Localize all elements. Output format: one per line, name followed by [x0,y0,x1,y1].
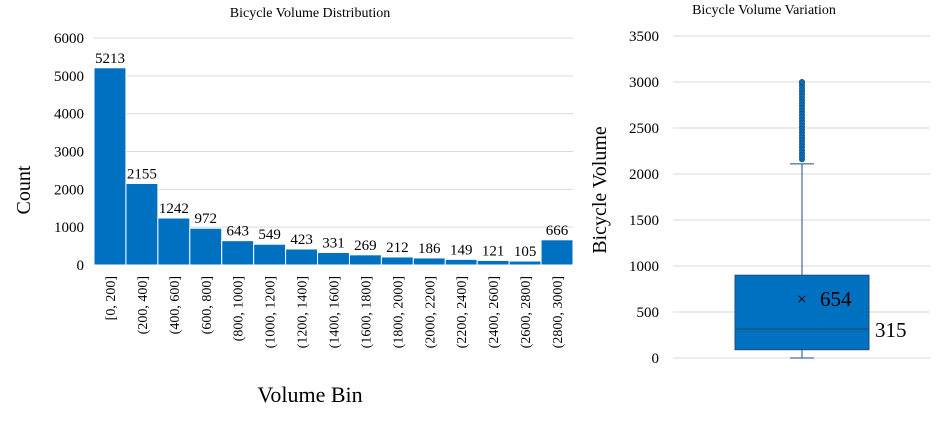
boxplot-median-label: 315 [875,318,907,342]
histogram-x-tick-label: (2000, 2200] [423,276,438,348]
histogram-value-label: 186 [418,241,441,257]
histogram-value-label: 331 [322,235,345,251]
histogram-value-label: 121 [482,243,505,259]
histogram-chart: Bicycle Volume Distribution 0 1000 2000 300… [13,6,574,407]
boxplot-y-tick-label: 500 [637,305,660,321]
histogram-value-label: 423 [290,232,313,248]
histogram-y-ticks: 0 1000 2000 3000 4000 5000 6000 [54,31,84,274]
boxplot-y-tick-label: 2500 [629,121,659,137]
histogram-value-label: 2155 [127,166,157,182]
histogram-value-label: 972 [195,211,218,227]
boxplot-mean-label: 654 [820,287,852,311]
histogram-value-label: 666 [546,223,569,239]
histogram-x-tick-label: (1600, 1800] [359,276,374,348]
histogram-bar [125,182,159,266]
boxplot-chart: Bicycle Volume Variation 0 500 1000 1500 200… [589,3,930,367]
histogram-y-tick-label: 3000 [54,145,84,161]
histogram-bars [93,67,574,266]
histogram-value-label: 149 [450,242,473,258]
histogram-y-axis-label: Count [13,165,35,214]
boxplot-y-tick-label: 1500 [629,213,659,229]
histogram-x-tick-label: (1200, 1400] [296,276,311,348]
histogram-bar [317,251,350,266]
histogram-value-label: 212 [386,240,409,256]
histogram-x-tick-label: (600, 800] [200,276,215,334]
histogram-bar [253,243,287,266]
histogram-y-tick-label: 0 [77,258,85,274]
histogram-y-tick-label: 4000 [54,107,84,123]
boxplot-mean-marker: × [797,289,807,309]
boxplot-y-axis-label: Bicycle Volume [589,126,611,254]
histogram-x-axis-label: Volume Bin [257,382,362,407]
histogram-value-label: 549 [258,227,281,243]
histogram-bar [380,256,414,266]
boxplot-y-tick-label: 3000 [629,75,659,91]
histogram-x-tick-label: (2600, 2800] [519,276,534,348]
histogram-x-tick-label: (2800, 3000] [551,276,566,348]
histogram-value-labels: 5213 2155 1242 972 643 549 423 331 269 212 186 149 1… [95,51,569,260]
boxplot-body: × 654 315 [734,79,907,359]
histogram-y-tick-label: 6000 [54,31,84,47]
histogram-x-tick-label: [0, 200] [104,276,119,320]
histogram-bar [157,217,191,266]
histogram-bar [285,248,319,266]
histogram-bar [508,260,542,266]
histogram-x-tick-label: (2200, 2400] [455,276,470,348]
histogram-title: Bicycle Volume Distribution [230,6,390,21]
histogram-bar [93,67,127,266]
histogram-x-tick-label: (400, 600] [168,276,183,334]
boxplot-y-tick-label: 0 [652,351,660,367]
boxplot-y-tick-label: 3500 [629,29,659,45]
histogram-value-label: 105 [514,244,537,260]
histogram-value-label: 643 [226,224,249,240]
histogram-y-tick-label: 5000 [54,69,84,85]
histogram-x-tick-label: (1400, 1600] [328,276,343,348]
histogram-bar [412,257,446,266]
boxplot-y-tick-label: 2000 [629,167,659,183]
histogram-x-tick-label: (200, 400] [136,276,151,334]
histogram-x-tick-label: (1000, 1200] [264,276,279,348]
histogram-bar [444,258,478,266]
histogram-x-tick-label: (2400, 2600] [487,276,502,348]
histogram-x-tick-label: (800, 1000] [232,276,247,341]
histogram-bar [189,227,223,266]
histogram-value-label: 1242 [159,201,189,217]
histogram-x-ticks: [0, 200] (200, 400] (400, 600] (600, 800] (8… [104,276,566,348]
boxplot-outlier-point [799,79,806,86]
boxplot-y-tick-label: 1000 [629,259,659,275]
histogram-value-label: 269 [354,238,377,254]
histogram-bar [221,240,255,266]
histogram-y-tick-label: 2000 [54,182,84,198]
histogram-bar [476,259,510,266]
histogram-bar [540,239,574,266]
boxplot-title: Bicycle Volume Variation [692,3,836,18]
histogram-value-label: 5213 [95,51,125,67]
histogram-bar [348,254,382,266]
boxplot-box [734,274,870,351]
boxplot-y-ticks: 0 500 1000 1500 2000 2500 3000 3500 [629,29,659,367]
histogram-y-tick-label: 1000 [54,220,84,236]
histogram-x-tick-label: (1800, 2000] [391,276,406,348]
